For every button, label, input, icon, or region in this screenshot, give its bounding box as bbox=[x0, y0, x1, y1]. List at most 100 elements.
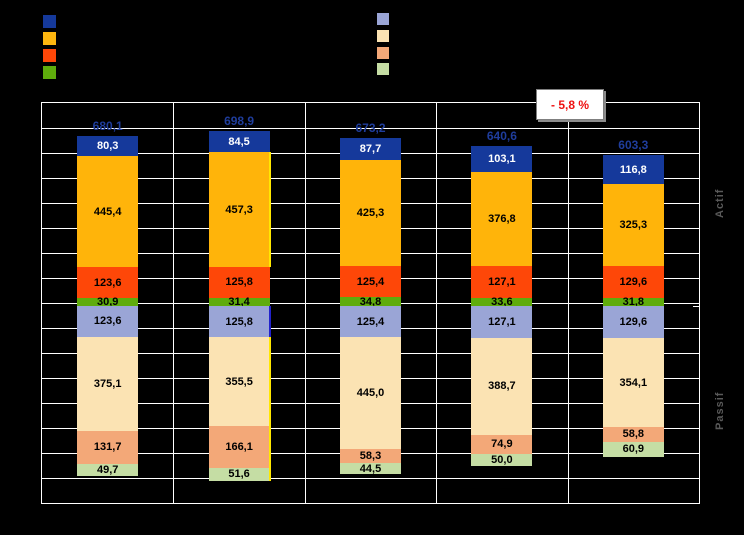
bar-total-label-2: 698,9 bbox=[224, 114, 255, 129]
segment-value-label: 87,7 bbox=[359, 142, 382, 155]
segment-passif-periwinkle-bar4[interactable]: 127,1 bbox=[471, 306, 533, 338]
segment-value-label: 445,4 bbox=[93, 205, 122, 218]
segment-passif-light-green-bar3[interactable]: 44,5 bbox=[340, 462, 401, 475]
right-axis-label-actif: Actif bbox=[714, 188, 726, 218]
segment-actif-orange-red-bar1[interactable]: 123,6 bbox=[77, 267, 139, 299]
selection-edge-highlight bbox=[268, 337, 271, 481]
segment-actif-green-bar5[interactable]: 31,8 bbox=[602, 296, 664, 309]
segment-value-label: 50,0 bbox=[491, 453, 513, 466]
segment-value-label: 127,1 bbox=[488, 275, 516, 288]
segment-value-label: 425,3 bbox=[356, 206, 385, 219]
selection-edge-highlight bbox=[268, 152, 271, 267]
segment-actif-navy-bar4[interactable]: 103,1 bbox=[471, 145, 533, 172]
selection-edge-highlight bbox=[268, 306, 271, 338]
segment-actif-green-bar4[interactable]: 33,6 bbox=[471, 295, 533, 308]
segment-actif-navy-bar5[interactable]: 116,8 bbox=[602, 155, 664, 185]
segment-value-label: 125,8 bbox=[225, 315, 253, 328]
segment-actif-amber-bar3[interactable]: 425,3 bbox=[340, 159, 401, 266]
segment-actif-green-bar1[interactable]: 30,9 bbox=[77, 296, 139, 309]
segment-passif-periwinkle-bar3[interactable]: 125,4 bbox=[340, 306, 401, 338]
segment-passif-cream-bar1[interactable]: 375,1 bbox=[77, 336, 139, 431]
segment-value-label: 445,0 bbox=[356, 386, 385, 399]
segment-value-label: 166,1 bbox=[225, 441, 253, 454]
legend-swatch-passif-periwinkle[interactable] bbox=[377, 13, 389, 25]
legend-swatch-actif-green[interactable] bbox=[43, 66, 56, 79]
segment-passif-periwinkle-bar5[interactable]: 129,6 bbox=[602, 306, 664, 339]
segment-passif-light-green-bar4[interactable]: 50,0 bbox=[471, 453, 533, 467]
segment-value-label: 31,8 bbox=[622, 296, 644, 309]
segment-passif-periwinkle-bar1[interactable]: 123,6 bbox=[77, 306, 139, 337]
legend-swatch-passif-light-green[interactable] bbox=[377, 63, 389, 75]
segment-value-label: 129,6 bbox=[619, 275, 648, 288]
bar-total-label-1: 680,1 bbox=[92, 118, 123, 133]
segment-value-label: 457,3 bbox=[225, 203, 253, 216]
segment-passif-cream-bar2[interactable]: 355,5 bbox=[208, 337, 270, 427]
segment-value-label: 31,4 bbox=[228, 296, 250, 309]
segment-value-label: 30,9 bbox=[96, 296, 119, 309]
gridline-horizontal bbox=[42, 478, 699, 479]
legend-swatch-actif-navy[interactable] bbox=[43, 15, 56, 28]
legend-swatch-passif-cream[interactable] bbox=[377, 30, 389, 42]
gridline-vertical bbox=[436, 103, 437, 503]
segment-actif-amber-bar4[interactable]: 376,8 bbox=[471, 171, 533, 266]
bar-total-label-5: 603,3 bbox=[618, 138, 649, 153]
segment-value-label: 34,8 bbox=[359, 295, 382, 308]
segment-value-label: 74,9 bbox=[491, 438, 513, 451]
segment-passif-cream-bar4[interactable]: 388,7 bbox=[471, 337, 533, 435]
gridline-horizontal bbox=[42, 128, 699, 129]
annotation-text: - 5,8 % bbox=[550, 97, 589, 112]
gridline-vertical bbox=[305, 103, 306, 503]
segment-actif-orange-red-bar2[interactable]: 125,8 bbox=[208, 266, 270, 299]
segment-actif-orange-red-bar3[interactable]: 125,4 bbox=[340, 265, 401, 298]
gridline-vertical bbox=[568, 103, 569, 503]
annotation-box[interactable]: - 5,8 % bbox=[536, 89, 604, 120]
segment-actif-green-bar3[interactable]: 34,8 bbox=[340, 295, 401, 308]
segment-passif-cream-bar5[interactable]: 354,1 bbox=[602, 338, 664, 427]
segment-value-label: 354,1 bbox=[619, 376, 648, 389]
segment-value-label: 325,3 bbox=[619, 218, 648, 231]
segment-actif-amber-bar2[interactable]: 457,3 bbox=[208, 152, 270, 267]
segment-actif-orange-red-bar5[interactable]: 129,6 bbox=[602, 265, 664, 299]
segment-value-label: 127,1 bbox=[488, 315, 516, 328]
segment-passif-light-green-bar1[interactable]: 49,7 bbox=[77, 463, 139, 477]
gridline-vertical bbox=[173, 103, 174, 503]
segment-passif-light-green-bar2[interactable]: 51,6 bbox=[208, 467, 270, 481]
segment-passif-salmon-bar2[interactable]: 166,1 bbox=[208, 426, 270, 468]
segment-value-label: 33,6 bbox=[491, 295, 513, 308]
segment-actif-amber-bar5[interactable]: 325,3 bbox=[602, 184, 664, 266]
segment-passif-salmon-bar4[interactable]: 74,9 bbox=[471, 434, 533, 454]
segment-value-label: 376,8 bbox=[488, 212, 516, 225]
segment-actif-navy-bar1[interactable]: 80,3 bbox=[77, 135, 139, 156]
legend-swatch-actif-orange-red[interactable] bbox=[43, 49, 56, 62]
segment-value-label: 116,8 bbox=[619, 163, 647, 176]
segment-passif-periwinkle-bar2[interactable]: 125,8 bbox=[208, 306, 270, 338]
segment-actif-green-bar2[interactable]: 31,4 bbox=[208, 296, 270, 309]
bar-total-label-3: 673,2 bbox=[355, 120, 386, 135]
segment-value-label: 123,6 bbox=[93, 315, 122, 328]
legend-swatch-passif-salmon[interactable] bbox=[377, 47, 389, 59]
segment-value-label: 44,5 bbox=[359, 462, 382, 475]
segment-value-label: 129,6 bbox=[619, 316, 648, 329]
segment-value-label: 355,5 bbox=[225, 375, 253, 388]
legend-swatch-actif-amber[interactable] bbox=[43, 32, 56, 45]
segment-value-label: 80,3 bbox=[96, 139, 119, 152]
segment-value-label: 123,6 bbox=[93, 276, 122, 289]
segment-actif-navy-bar2[interactable]: 84,5 bbox=[208, 131, 270, 153]
segment-value-label: 58,3 bbox=[359, 449, 382, 462]
segment-passif-salmon-bar1[interactable]: 131,7 bbox=[77, 430, 139, 464]
segment-value-label: 375,1 bbox=[93, 377, 122, 390]
segment-actif-orange-red-bar4[interactable]: 127,1 bbox=[471, 265, 533, 298]
segment-actif-amber-bar1[interactable]: 445,4 bbox=[77, 156, 139, 268]
segment-value-label: 51,6 bbox=[228, 468, 250, 481]
segment-value-label: 125,4 bbox=[356, 275, 385, 288]
segment-value-label: 388,7 bbox=[488, 380, 516, 393]
right-axis-label-passif: Passif bbox=[714, 391, 726, 431]
segment-passif-light-green-bar5[interactable]: 60,9 bbox=[602, 441, 664, 457]
segment-passif-cream-bar3[interactable]: 445,0 bbox=[340, 337, 401, 449]
segment-actif-navy-bar3[interactable]: 87,7 bbox=[340, 137, 401, 160]
segment-value-label: 103,1 bbox=[488, 152, 516, 165]
segment-passif-salmon-bar5[interactable]: 58,8 bbox=[602, 426, 664, 442]
segment-passif-salmon-bar3[interactable]: 58,3 bbox=[340, 448, 401, 464]
segment-value-label: 60,9 bbox=[622, 443, 644, 456]
zero-line-tick bbox=[693, 306, 699, 307]
